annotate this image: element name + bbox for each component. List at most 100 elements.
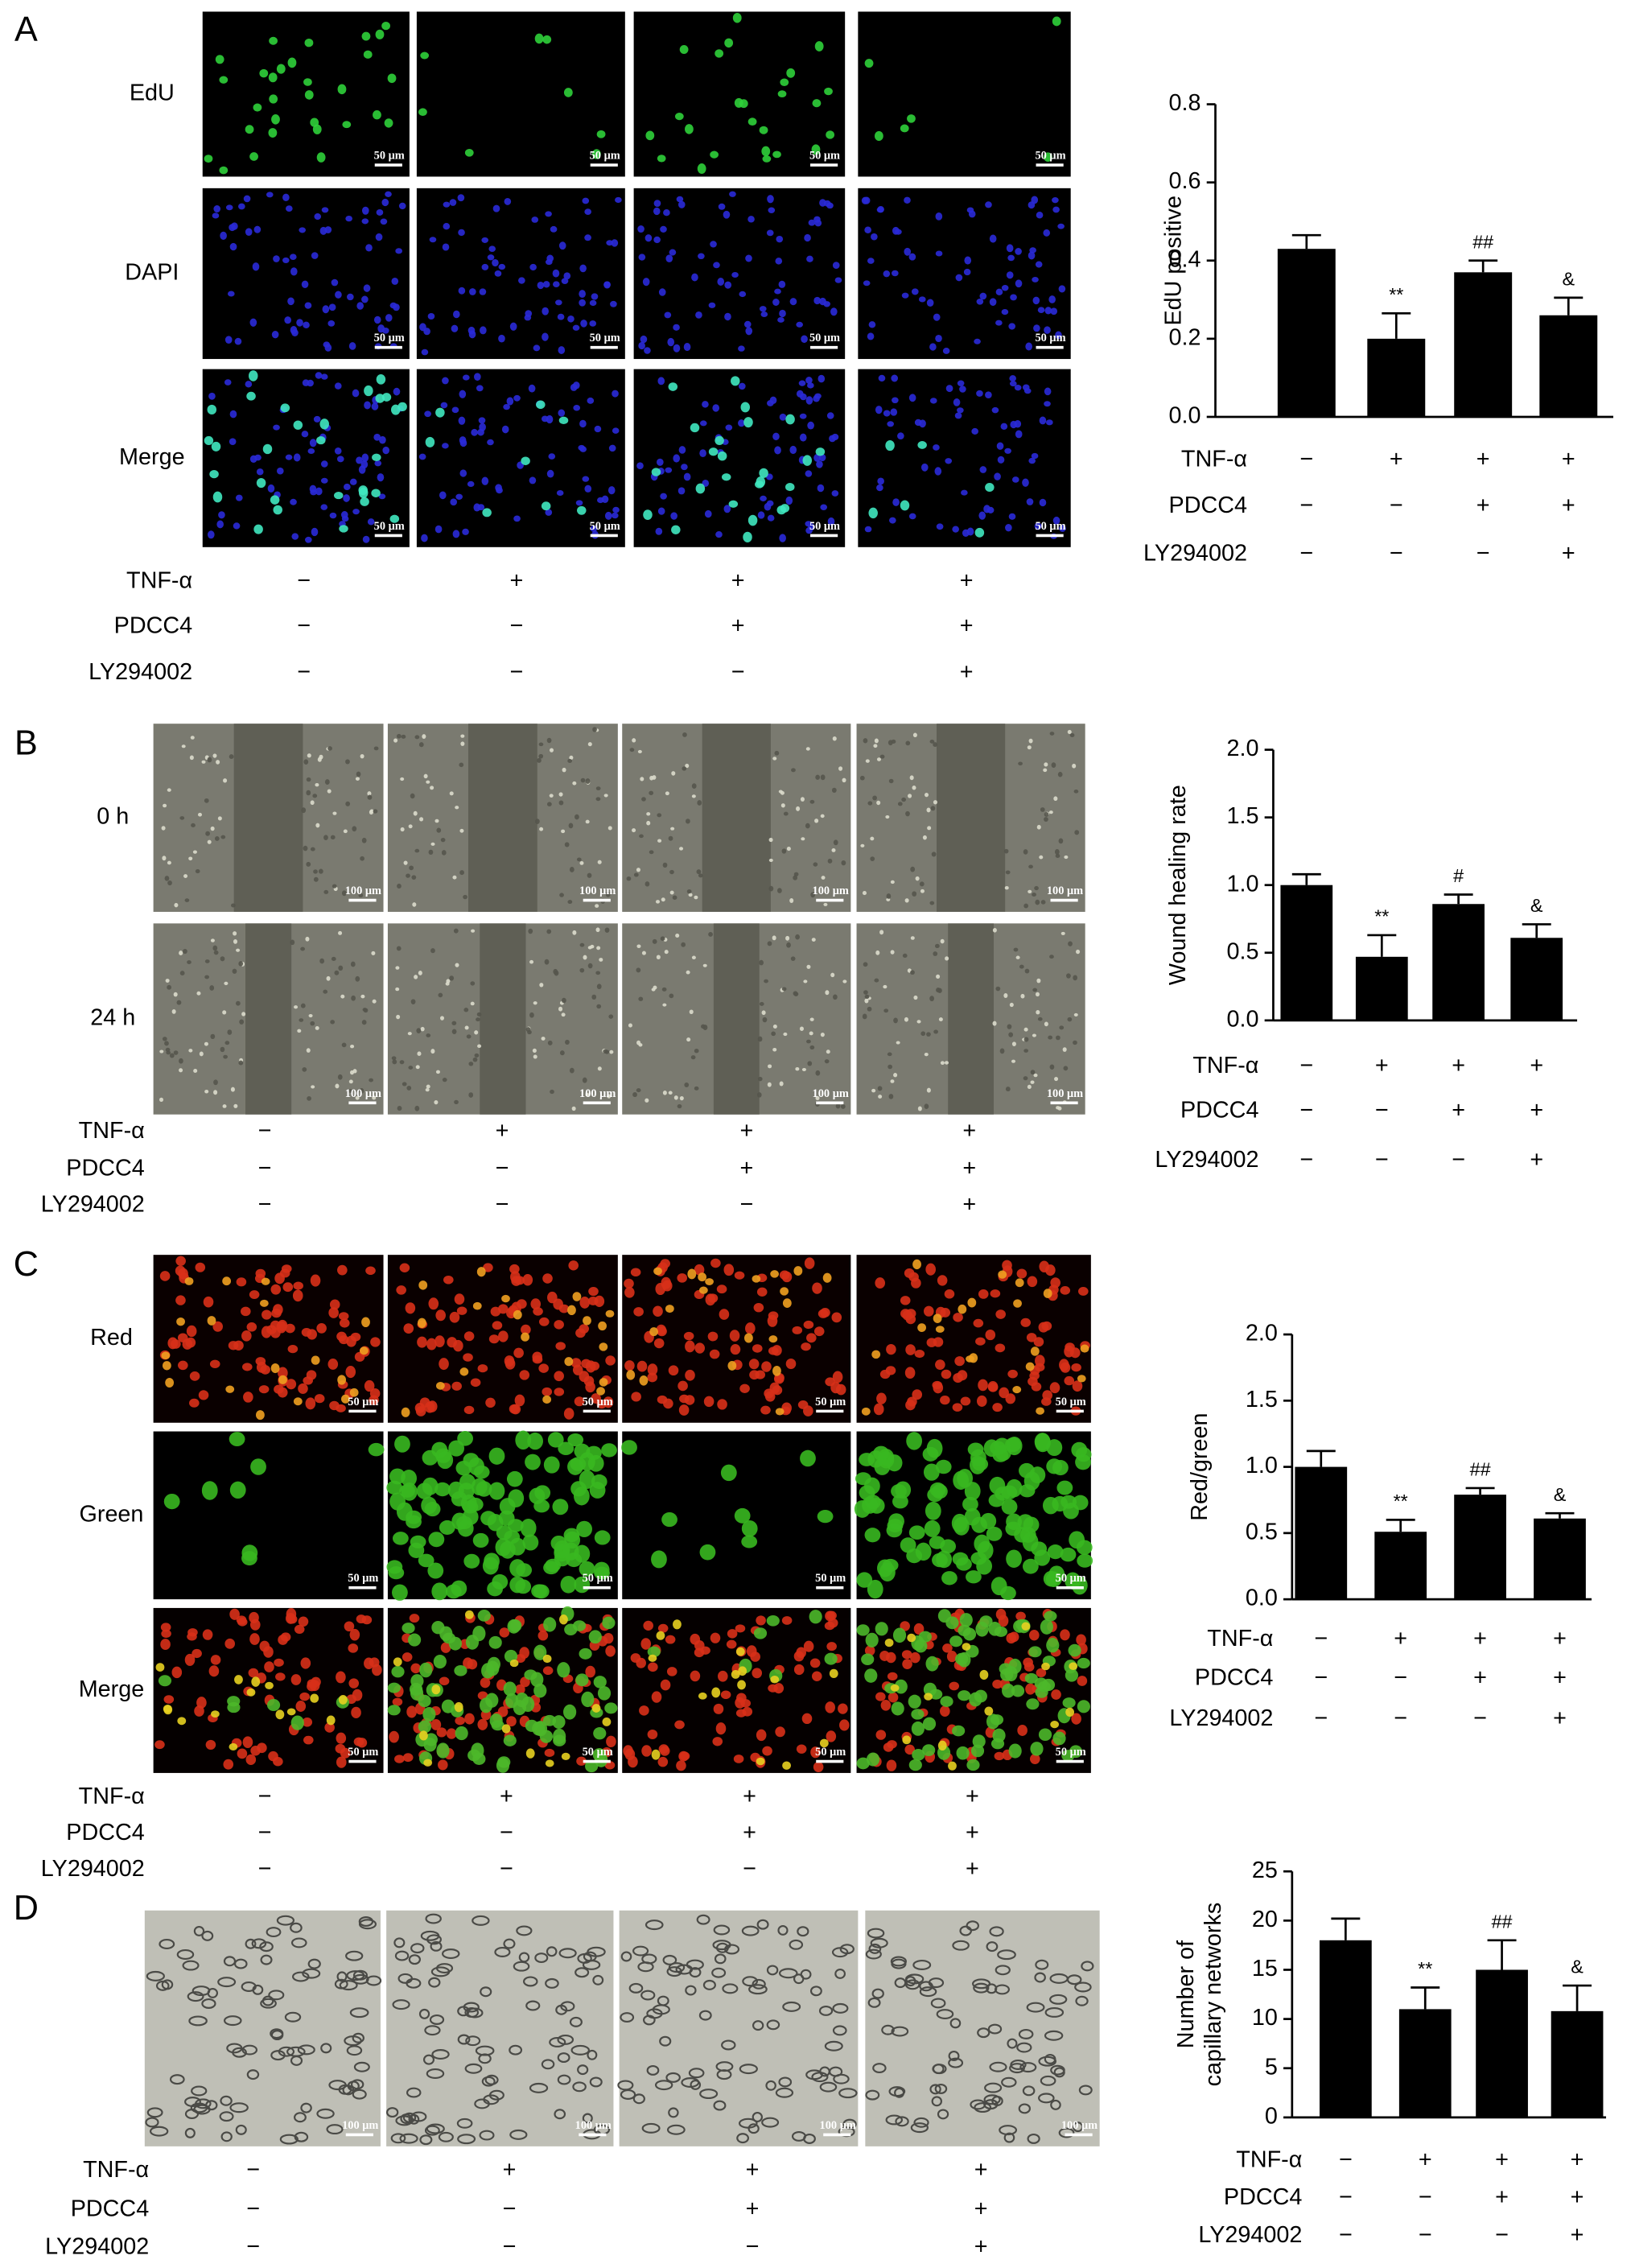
cell	[1059, 1359, 1069, 1371]
cell	[725, 424, 733, 431]
cell	[582, 1959, 601, 1970]
cell	[620, 2012, 635, 2023]
cell	[875, 1692, 886, 1701]
cell	[679, 847, 684, 851]
cell	[449, 1311, 460, 1323]
cell	[598, 1321, 607, 1331]
cell	[611, 512, 619, 519]
cell	[195, 1262, 206, 1272]
cell	[400, 827, 405, 832]
treatment-sign: +	[966, 1856, 979, 1882]
significance-mark: &	[1571, 1957, 1584, 1977]
treatment-sign: −	[258, 1156, 272, 1181]
cell	[970, 1744, 985, 1758]
cell	[969, 1692, 982, 1707]
cell	[1006, 1632, 1017, 1644]
cell	[810, 1746, 821, 1759]
cell	[742, 1976, 759, 1987]
y-tick-label: 0	[1265, 2103, 1278, 2129]
bar	[1551, 2010, 1604, 2117]
cell	[1072, 763, 1077, 769]
cell	[337, 1375, 347, 1385]
cell	[356, 1738, 368, 1748]
cell	[546, 929, 552, 934]
cell	[876, 484, 883, 492]
cell	[942, 348, 950, 354]
cell	[888, 1064, 893, 1070]
cell	[676, 1760, 686, 1771]
micrograph	[617, 1910, 859, 2146]
cell	[1077, 1700, 1090, 1713]
treatment-sign: −	[510, 612, 524, 638]
treatment-sign: +	[1394, 1626, 1407, 1652]
cell	[698, 1692, 707, 1700]
treatment-sign: −	[1299, 493, 1313, 518]
cell	[161, 1351, 171, 1360]
cell	[314, 1394, 325, 1404]
cell	[785, 414, 795, 425]
cell	[392, 1532, 409, 1545]
cell	[409, 1614, 420, 1623]
cell	[695, 311, 702, 319]
cell	[558, 241, 566, 250]
cell	[233, 939, 238, 944]
cell	[1044, 326, 1051, 334]
cell	[696, 1914, 710, 1925]
cell	[539, 827, 544, 831]
cell	[778, 1968, 798, 1979]
cell	[1028, 457, 1036, 464]
cell	[590, 525, 598, 532]
treatment-sign: +	[960, 659, 974, 685]
cell	[872, 795, 877, 801]
cell	[709, 1349, 720, 1359]
cell	[506, 1716, 517, 1727]
cell	[752, 2112, 763, 2122]
cell	[702, 963, 707, 967]
cell	[268, 72, 278, 83]
y-tick-label: 0.0	[1246, 1586, 1278, 1611]
cell	[539, 1730, 554, 1743]
cell	[184, 1276, 194, 1285]
cell	[1062, 1047, 1067, 1052]
cell	[964, 256, 972, 265]
cell	[1011, 476, 1019, 483]
cell	[1009, 2063, 1025, 2074]
cell	[179, 1058, 183, 1064]
cell	[653, 1338, 665, 1349]
cell	[373, 315, 381, 324]
cell	[782, 2001, 801, 2012]
cell	[198, 1390, 209, 1400]
cell	[641, 950, 646, 955]
cell	[278, 1375, 287, 1384]
cell	[1044, 307, 1052, 315]
cell	[192, 1986, 211, 1997]
cell	[876, 800, 881, 806]
cell	[204, 975, 209, 979]
cell	[464, 148, 474, 157]
cell	[237, 1618, 248, 1627]
cell	[484, 2074, 499, 2085]
cell	[365, 244, 373, 252]
cell	[246, 1322, 257, 1332]
cell	[533, 1001, 537, 1005]
micrograph	[202, 369, 410, 547]
cell	[820, 504, 828, 511]
cell	[406, 1977, 422, 1989]
cell	[249, 152, 258, 161]
cell	[1034, 1549, 1051, 1566]
cell	[160, 1623, 171, 1632]
cell	[713, 2100, 727, 2111]
cell	[567, 900, 573, 905]
cell	[286, 1379, 297, 1390]
cell	[657, 377, 665, 386]
cell	[513, 1347, 524, 1359]
cell	[201, 1930, 214, 1941]
cell	[530, 1298, 542, 1310]
cell	[300, 946, 305, 951]
cell	[1056, 1106, 1060, 1110]
cell	[361, 31, 371, 41]
treatment-sign: +	[503, 2157, 517, 2183]
cell	[1003, 993, 1008, 999]
cell	[897, 802, 903, 806]
cell	[827, 517, 835, 526]
